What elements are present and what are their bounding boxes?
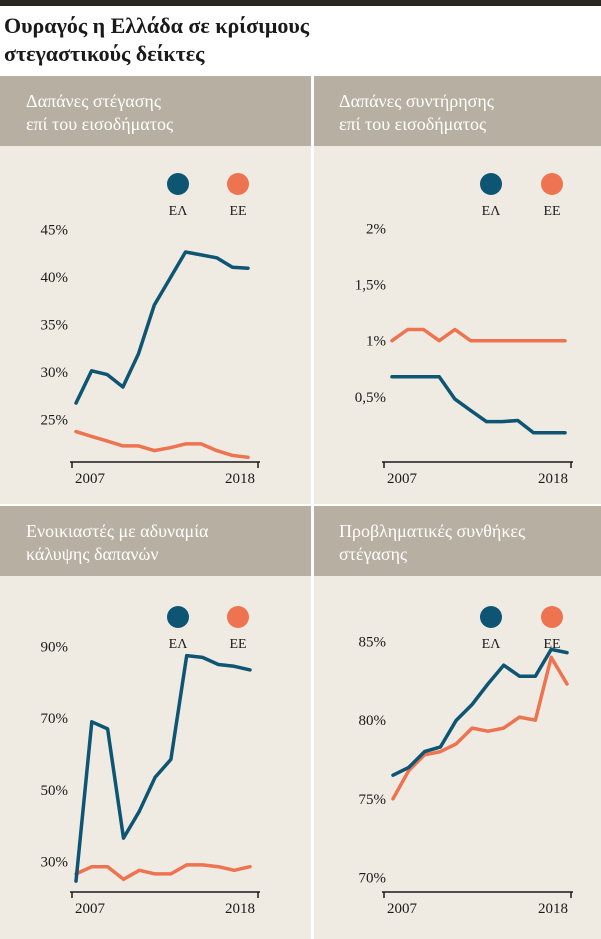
panel-2-title-line-2: επί του εισοδήματος — [339, 114, 487, 134]
panel-4-title: Προβληματικές συνθήκες στέγασης — [339, 520, 525, 566]
chart-4-legend-label-el: ΕΛ — [482, 637, 502, 652]
chart-2-y-tick-label: 2% — [366, 221, 386, 237]
chart-2-x-tick-label: 2007 — [387, 471, 418, 487]
chart-3-y-tick-label: 30% — [41, 854, 69, 870]
chart-1-x-tick-label: 2007 — [75, 471, 106, 487]
chart-2-x-tick-label: 2018 — [538, 471, 568, 487]
panel-1-title-line-1: Δαπάνες στέγασης — [26, 91, 161, 111]
chart-1-y-tick-label: 40% — [41, 270, 69, 286]
bottom-chart-area — [0, 576, 601, 939]
chart-1-legend-label-ee: ΕΕ — [229, 204, 246, 219]
chart-4-y-tick-label: 80% — [359, 713, 387, 729]
chart-2-y-tick-label: 1,5% — [355, 278, 386, 294]
panel-3-title: Ενοικιαστές με αδυναμία κάλυψης δαπανών — [26, 520, 208, 566]
chart-2-legend-swatch-el — [480, 173, 502, 195]
panel-3-title-line-1: Ενοικιαστές με αδυναμία — [26, 521, 209, 541]
chart-2-legend-label-el: ΕΛ — [482, 204, 502, 219]
chart-4-x-tick-label: 2007 — [387, 901, 418, 917]
panel-2-title-line-1: Δαπάνες συντήρησης — [339, 91, 494, 111]
chart-3-legend-label-el: ΕΛ — [169, 637, 189, 652]
chart-3-legend-swatch-el — [167, 606, 189, 628]
top-chart-area — [0, 146, 601, 506]
chart-4-y-tick-label: 75% — [359, 792, 387, 808]
page-title-line-2: στεγαστικούς δείκτες — [4, 41, 205, 66]
top-rule — [0, 0, 601, 6]
chart-1-y-tick-label: 35% — [41, 317, 69, 333]
chart-4-series-el-line — [391, 647, 569, 777]
row-divider — [0, 504, 601, 506]
chart-2-legend-swatch-ee — [541, 173, 563, 195]
chart-1-y-tick-label: 25% — [41, 412, 69, 428]
panel-4-title-line-2: στέγασης — [339, 544, 408, 564]
page-title: Ουραγός η Ελλάδα σε κρίσιμους στεγαστικο… — [4, 12, 594, 68]
chart-3-series-ee-line — [74, 863, 252, 882]
chart-3-y-tick-label: 50% — [41, 783, 69, 799]
panel-4-title-line-1: Προβληματικές συνθήκες — [339, 521, 526, 541]
panel-2-title: Δαπάνες συντήρησης επί του εισοδήματος — [339, 90, 494, 136]
chart-2-series-el-line — [390, 374, 567, 435]
chart-1-y-tick-label: 45% — [41, 222, 69, 238]
chart-1-y-tick-label: 30% — [41, 365, 69, 381]
chart-2-y-tick-label: 1% — [366, 334, 386, 350]
chart-3-y-tick-label: 70% — [41, 711, 69, 727]
chart-4-x-tick-label: 2018 — [538, 901, 568, 917]
bottom-header-band — [0, 506, 601, 576]
panel-3-title-line-2: κάλυψης δαπανών — [26, 544, 159, 564]
chart-3-y-tick-label: 90% — [41, 640, 69, 656]
chart-2-y-tick-label: 0,5% — [355, 390, 386, 406]
chart-3-x-tick-label: 2018 — [225, 901, 255, 917]
page-title-line-1: Ουραγός η Ελλάδα σε κρίσιμους — [4, 13, 310, 38]
chart-3-legend-swatch-ee — [227, 606, 249, 628]
chart-4-legend-swatch-el — [480, 606, 502, 628]
chart-1-series-el-line — [74, 250, 250, 405]
top-header-band — [0, 76, 601, 146]
chart-1-legend-label-el: ΕΛ — [169, 204, 189, 219]
chart-1-series-ee-line — [74, 429, 250, 460]
chart-3-series-el-line — [74, 653, 252, 883]
chart-1-x-tick-label: 2018 — [225, 471, 255, 487]
chart-1-legend-swatch-el — [167, 173, 189, 195]
chart-1-legend-swatch-ee — [227, 173, 249, 195]
chart-4-legend-label-ee: ΕΕ — [543, 637, 560, 652]
chart-3-x-tick-label: 2007 — [75, 901, 106, 917]
chart-4-y-tick-label: 70% — [359, 870, 387, 886]
chart-3-legend-label-ee: ΕΕ — [229, 637, 246, 652]
chart-4-series-ee-line — [391, 655, 569, 801]
panel-1-title: Δαπάνες στέγασης επί του εισοδήματος — [26, 90, 173, 136]
chart-2-series-ee-line — [390, 327, 567, 343]
panel-1-title-line-2: επί του εισοδήματος — [26, 114, 174, 134]
column-divider — [311, 76, 314, 939]
chart-2-legend-label-ee: ΕΕ — [543, 204, 560, 219]
chart-4-y-tick-label: 85% — [359, 635, 387, 651]
chart-4-legend-swatch-ee — [541, 606, 563, 628]
